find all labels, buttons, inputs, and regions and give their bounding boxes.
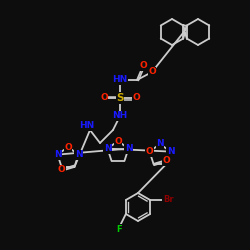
Text: F: F [116,224,122,234]
Text: N: N [104,144,111,153]
Text: N: N [125,144,132,153]
Text: O: O [148,68,156,76]
Text: HN: HN [112,76,128,84]
Text: NH: NH [112,112,128,120]
Text: N: N [167,147,174,156]
Text: N: N [54,150,61,159]
Text: O: O [64,142,72,152]
Text: O: O [58,166,65,174]
Text: O: O [139,62,147,70]
Text: N: N [156,140,164,148]
Text: O: O [146,147,154,156]
Text: O: O [132,94,140,102]
Text: N: N [75,150,82,159]
Text: O: O [114,136,122,145]
Text: O: O [163,156,170,166]
Text: S: S [116,93,124,103]
Text: O: O [100,94,108,102]
Text: HN: HN [80,122,94,130]
Text: Br: Br [163,196,173,204]
